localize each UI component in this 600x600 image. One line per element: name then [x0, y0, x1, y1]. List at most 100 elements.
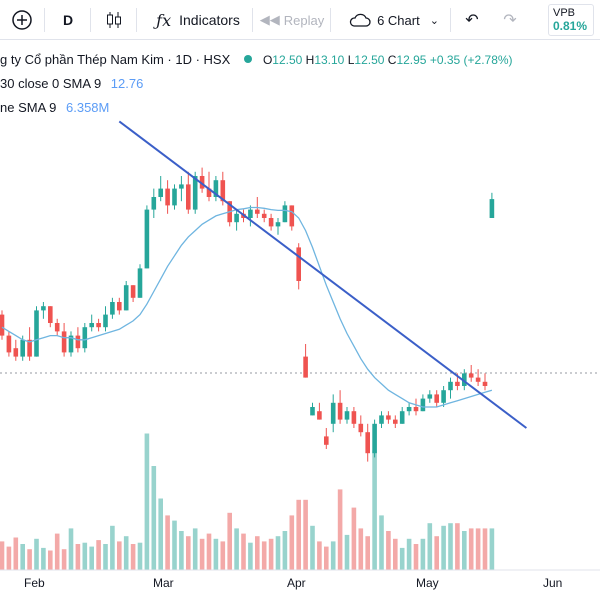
redo-button[interactable]: ↷ — [498, 6, 522, 34]
symbol-badge[interactable]: VPB 0.81% — [548, 4, 594, 36]
candle — [448, 381, 453, 391]
candle — [117, 302, 122, 311]
chevron-down-icon: ⌄ — [429, 14, 439, 27]
candle — [455, 381, 460, 386]
volume-bar — [475, 528, 481, 570]
volume-bar — [117, 541, 122, 570]
candle — [303, 356, 308, 378]
ohlc-high: 13.10 — [314, 53, 345, 67]
candle — [20, 339, 25, 357]
candle — [130, 285, 136, 298]
candle — [468, 373, 474, 378]
candle — [179, 184, 184, 189]
volume-bar — [206, 533, 212, 570]
candle — [275, 222, 281, 227]
candle — [296, 247, 301, 281]
candle — [0, 314, 5, 336]
volume-bar — [351, 507, 357, 570]
add-symbol-button[interactable] — [8, 6, 36, 34]
candle — [199, 176, 205, 189]
volume-bar — [234, 528, 239, 570]
replay-button[interactable]: ◀◀ Replay — [260, 6, 324, 34]
volume-bar — [337, 489, 343, 570]
indicators-button[interactable]: ƒx Indicators — [148, 6, 248, 34]
candle — [475, 377, 481, 382]
volume-bar — [110, 525, 115, 570]
candle — [324, 436, 329, 445]
volume-bar — [365, 536, 370, 570]
candle — [282, 205, 288, 223]
candle — [406, 407, 412, 412]
legend-ma-row[interactable]: 30 close 0 SMA 9 12.76 — [0, 76, 143, 91]
volume-bar — [393, 538, 398, 570]
volume-bar — [82, 542, 88, 570]
vol-label: ne SMA 9 — [0, 100, 57, 115]
volume-bar — [123, 536, 129, 570]
volume-bar — [289, 515, 295, 570]
candle — [213, 180, 219, 197]
ohlc-close: 12.95 — [396, 53, 427, 67]
candle — [379, 415, 384, 424]
volume-bar — [296, 499, 301, 570]
candle — [151, 197, 157, 210]
layout-button[interactable]: 6 Chart ⌄ — [344, 6, 444, 34]
ohlc-open: 12.50 — [272, 53, 303, 67]
candle — [123, 285, 129, 311]
chart-style-button[interactable] — [102, 6, 126, 34]
candle — [68, 335, 74, 353]
candle — [144, 209, 150, 269]
sma-line — [1, 206, 493, 408]
volume-bar — [413, 544, 419, 570]
candles-icon — [107, 12, 121, 28]
volume-bar — [482, 528, 488, 570]
candle — [317, 411, 322, 420]
candle — [393, 419, 398, 424]
volume-bar — [41, 547, 46, 570]
volume-bar — [75, 544, 81, 570]
volume-bar — [27, 549, 32, 570]
candle — [427, 394, 433, 399]
trendline-drawing — [118, 120, 528, 429]
volume-bar — [455, 523, 460, 570]
candle — [365, 432, 370, 454]
candle — [289, 205, 295, 227]
time-label-jun: Jun — [543, 576, 563, 590]
ohlc-change: +0.35 (+2.78%) — [429, 53, 513, 67]
candle — [41, 306, 46, 311]
undo-button[interactable]: ↶ — [460, 6, 484, 34]
volume-pane — [0, 433, 495, 570]
volume-bar — [489, 528, 495, 570]
legend-title-row[interactable]: g ty Cổ phần Thép Nam Kim · 1D · HSX O12… — [0, 52, 513, 67]
volume-bar — [103, 544, 108, 570]
volume-bar — [61, 549, 67, 570]
candle — [34, 310, 39, 357]
candle — [261, 213, 267, 218]
candle — [172, 188, 177, 206]
time-label-apr: Apr — [287, 576, 306, 590]
volume-bar — [0, 541, 5, 570]
candle — [61, 331, 67, 353]
volume-bar — [151, 466, 157, 570]
volume-bar — [282, 531, 288, 570]
volume-bar — [186, 536, 191, 570]
volume-bar — [96, 540, 101, 570]
candle — [330, 402, 336, 424]
redo-icon: ↷ — [503, 12, 517, 29]
candle — [310, 407, 315, 416]
volume-bar — [399, 547, 405, 570]
volume-bar — [48, 550, 53, 570]
interval-button[interactable]: D — [62, 12, 74, 28]
candle — [54, 323, 60, 332]
candle — [462, 373, 467, 386]
candle — [441, 390, 446, 403]
volume-bar — [137, 542, 143, 570]
candle — [6, 335, 12, 353]
legend-vol-row[interactable]: ne SMA 9 6.358M — [0, 100, 109, 115]
layout-label: 6 Chart — [377, 12, 420, 28]
time-label-mar: Mar — [153, 576, 174, 590]
volume-bar — [303, 499, 308, 570]
ma-value: 12.76 — [110, 76, 144, 91]
volume-bar — [165, 515, 170, 570]
candle — [206, 188, 212, 197]
